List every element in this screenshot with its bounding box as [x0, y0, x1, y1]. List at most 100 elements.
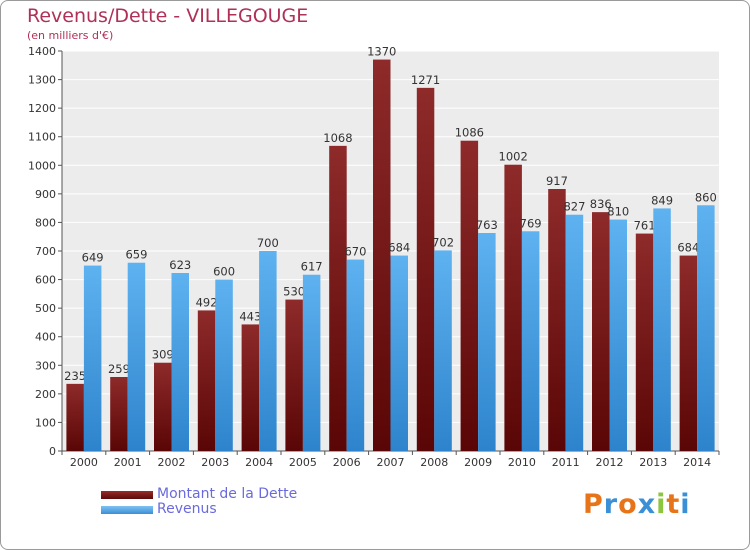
data-label-dette: 492 [196, 295, 218, 309]
data-label-dette: 684 [677, 241, 699, 255]
data-label-dette: 1086 [455, 126, 484, 140]
data-label-revenus: 849 [651, 193, 673, 207]
bar-revenus [653, 208, 671, 451]
bar-revenus [609, 219, 627, 451]
data-label-dette: 443 [239, 309, 261, 323]
x-tick-label: 2009 [464, 456, 492, 469]
data-label-revenus: 827 [563, 200, 585, 214]
bar-revenus [302, 274, 321, 451]
legend-label-revenus: Revenus [157, 501, 217, 517]
y-tick-label: 700 [35, 245, 56, 258]
bar-dette [373, 59, 391, 451]
x-tick-label: 2007 [377, 456, 405, 469]
logo-letter: i [680, 489, 691, 520]
data-label-revenus: 617 [301, 260, 323, 274]
bar-dette [460, 140, 479, 451]
data-label-dette: 761 [634, 219, 656, 233]
y-tick-label: 500 [35, 302, 56, 315]
bar-dette [329, 145, 347, 451]
x-tick-label: 2014 [683, 456, 711, 469]
x-tick-label: 2008 [420, 456, 448, 469]
x-tick-label: 2001 [114, 456, 142, 469]
data-label-dette: 235 [64, 369, 86, 383]
data-label-revenus: 769 [520, 216, 542, 230]
proxiti-logo: Proxiti [583, 489, 691, 520]
bar-revenus [215, 279, 233, 451]
x-tick-label: 2010 [508, 456, 536, 469]
data-label-revenus: 763 [476, 218, 498, 232]
x-tick-label: 2002 [158, 456, 186, 469]
bar-revenus [565, 214, 584, 451]
bar-revenus [171, 273, 189, 451]
legend-swatch-revenus [101, 506, 153, 514]
bar-revenus [390, 255, 408, 451]
bar-dette [416, 87, 435, 451]
data-label-dette: 1370 [367, 45, 396, 59]
data-label-revenus: 700 [257, 236, 279, 250]
bar-dette [66, 383, 84, 451]
data-label-revenus: 659 [125, 248, 147, 262]
bar-revenus [697, 205, 715, 451]
data-label-dette: 259 [108, 362, 130, 376]
data-label-revenus: 684 [388, 241, 410, 255]
data-label-dette: 917 [546, 174, 568, 188]
data-label-revenus: 623 [169, 258, 191, 272]
bar-revenus [259, 251, 277, 451]
y-tick-label: 100 [35, 416, 56, 429]
x-tick-label: 2011 [552, 456, 580, 469]
bar-dette [679, 255, 698, 451]
data-label-dette: 1068 [323, 131, 352, 145]
logo-letter: P [583, 489, 604, 520]
bar-revenus [434, 250, 452, 451]
y-tick-label: 900 [35, 188, 56, 201]
data-label-revenus: 810 [607, 205, 629, 219]
data-label-dette: 1002 [499, 150, 528, 164]
logo-letter: o [618, 489, 638, 520]
bar-dette [635, 233, 654, 451]
data-label-dette: 836 [590, 197, 612, 211]
data-label-revenus: 649 [82, 251, 104, 265]
x-tick-label: 2000 [70, 456, 98, 469]
bar-dette [197, 310, 216, 451]
bar-dette [548, 189, 566, 451]
x-tick-label: 2013 [639, 456, 667, 469]
bar-dette [285, 299, 303, 451]
logo-letter: r [603, 489, 619, 520]
bar-revenus [346, 259, 365, 451]
y-tick-label: 1300 [28, 74, 56, 87]
y-tick-label: 1400 [28, 45, 56, 58]
data-label-dette: 530 [283, 285, 305, 299]
x-tick-label: 2005 [289, 456, 317, 469]
data-label-revenus: 860 [695, 190, 717, 204]
bar-dette [154, 362, 172, 451]
bar-revenus [83, 265, 102, 451]
chart-title: Revenus/Dette - VILLEGOUGE [27, 5, 309, 27]
legend-label-dette: Montant de la Dette [157, 486, 298, 502]
y-tick-label: 1000 [28, 159, 56, 172]
x-tick-label: 2004 [245, 456, 273, 469]
bar-dette [592, 212, 610, 451]
logo-letter: x [637, 489, 657, 520]
x-tick-label: 2003 [201, 456, 229, 469]
y-tick-label: 1100 [28, 131, 56, 144]
bar-revenus [478, 233, 496, 451]
logo-letter: i [656, 489, 667, 520]
y-tick-label: 400 [35, 331, 56, 344]
data-label-dette: 309 [152, 348, 174, 362]
x-tick-label: 2006 [333, 456, 361, 469]
logo-letter: t [666, 489, 681, 520]
bar-dette [110, 377, 128, 451]
y-tick-label: 600 [35, 274, 56, 287]
y-tick-label: 1200 [28, 102, 56, 115]
bar-dette [241, 324, 260, 451]
y-tick-label: 300 [35, 359, 56, 372]
data-label-revenus: 600 [213, 265, 235, 279]
data-label-revenus: 670 [344, 245, 366, 259]
bar-revenus [127, 262, 146, 451]
data-label-dette: 1271 [411, 73, 440, 87]
y-tick-label: 0 [49, 445, 56, 458]
data-label-revenus: 702 [432, 235, 454, 249]
x-tick-label: 2012 [596, 456, 624, 469]
